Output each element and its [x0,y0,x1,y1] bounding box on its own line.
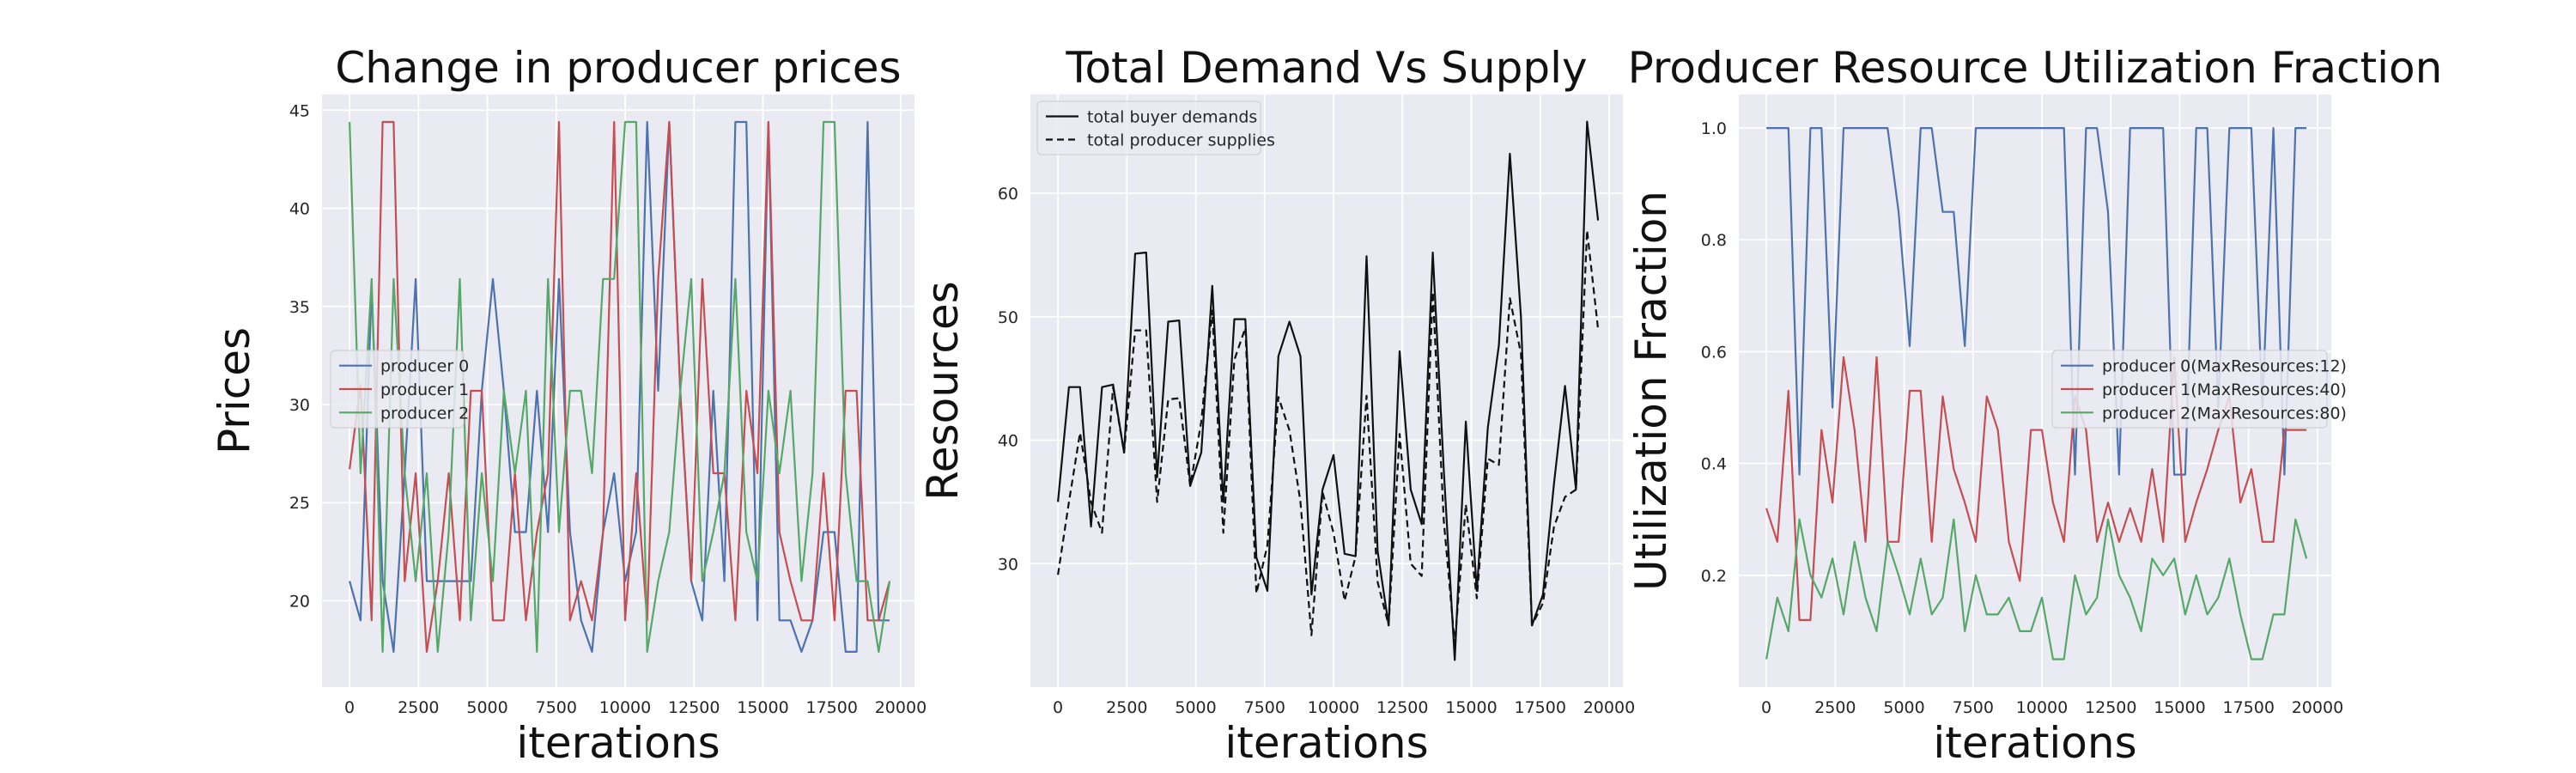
y-tick-label: 20 [289,592,310,611]
y-tick-label: 45 [289,101,310,120]
x-tick-label: 5000 [466,698,507,717]
x-tick-label: 15000 [737,698,788,717]
x-tick-label: 0 [1761,698,1771,717]
x-tick-label: 17500 [1514,698,1565,717]
y-tick-label: 35 [289,298,310,317]
legend-label: producer 0(MaxResources:12) [2102,357,2347,376]
x-tick-label: 12500 [2085,698,2136,717]
x-tick-label: 10000 [2016,698,2068,717]
x-tick-label: 7500 [1953,698,1994,717]
y-axis-label: Prices [210,327,259,454]
legend: total buyer demands total producer suppli… [1036,100,1275,155]
y-tick-label: 0.8 [1701,231,1727,250]
chart-utilization-fraction: 0 2500 5000 7500 10000 12500 15000 17500 20000 0.… [1626,43,2442,768]
x-tick-label: 15000 [1445,698,1497,717]
legend-box [2051,350,2328,429]
x-tick-label: 0 [1053,698,1063,717]
legend-label: producer 1(MaxResources:40) [2102,380,2347,399]
y-axis-label: Resources [918,281,968,500]
x-tick-label: 20000 [875,698,927,717]
x-tick-label: 20000 [2292,698,2343,717]
series-line-producer-0 [349,120,890,654]
x-tick-label: 5000 [1883,698,1924,717]
y-tick-label: 60 [998,185,1018,204]
legend: producer 0(MaxResources:12) producer 1(Ma… [2051,350,2347,429]
legend: producer 0 producer 1 producer 2 [330,350,469,429]
legend-label: total producer supplies [1087,131,1275,150]
x-axis-label: iterations [1933,718,2136,768]
series-line-total-buyer-demands [1057,120,1600,661]
y-tick-label: 30 [998,555,1018,574]
y-tick-label: 1.0 [1701,119,1727,138]
x-tick-label: 7500 [536,698,577,717]
chart-title: Total Demand Vs Supply [1065,43,1587,93]
y-tick-label: 0.2 [1701,567,1727,586]
plot-background [1030,94,1623,687]
y-tick-label: 30 [289,396,310,415]
x-tick-label: 7500 [1244,698,1285,717]
x-tick-label: 0 [344,698,355,717]
x-tick-label: 17500 [2222,698,2274,717]
legend-box [330,350,465,429]
legend-label: total buyer demands [1087,108,1257,127]
x-tick-label: 12500 [1376,698,1428,717]
x-axis-label: iterations [1224,718,1428,768]
legend-label: producer 2(MaxResources:80) [2102,404,2347,423]
series-line-producer-2-maxresources-80 [1765,518,2308,660]
y-tick-label: 25 [289,494,310,513]
x-tick-label: 20000 [1583,698,1635,717]
x-tick-label: 12500 [668,698,720,717]
legend-label: producer 0 [380,357,469,376]
x-tick-label: 17500 [805,698,857,717]
y-tick-label: 0.6 [1701,343,1727,362]
series-line-producer-1-maxresources-40 [1765,356,2307,622]
chart-demand-vs-supply: 0 2500 5000 7500 10000 12500 15000 17500 20000 30… [918,43,1635,768]
y-axis-label: Utilization Fraction [1626,191,1676,591]
y-tick-label: 40 [289,200,310,219]
y-tick-label: 50 [998,308,1018,327]
y-tick-label: 40 [998,432,1018,451]
series-line-producer-1 [349,120,891,654]
legend-label: producer 2 [380,404,469,423]
series-line-producer-2 [349,120,891,654]
x-tick-label: 2500 [1814,698,1856,717]
legend-label: producer 1 [380,380,469,399]
x-axis-label: iterations [516,718,720,768]
x-tick-label: 2500 [398,698,439,717]
series-line-total-producer-supplies [1057,229,1600,645]
y-tick-label: 0.4 [1701,455,1727,474]
x-tick-label: 10000 [599,698,651,717]
x-tick-label: 5000 [1175,698,1216,717]
x-tick-label: 15000 [2154,698,2205,717]
legend-box [1036,100,1261,155]
chart-title: Producer Resource Utilization Fraction [1628,43,2443,93]
x-tick-label: 2500 [1106,698,1147,717]
chart-title: Change in producer prices [335,43,901,93]
x-tick-label: 10000 [1308,698,1359,717]
chart-producer-prices: 0 2500 5000 7500 10000 12500 15000 17500 20000 20… [210,43,927,768]
